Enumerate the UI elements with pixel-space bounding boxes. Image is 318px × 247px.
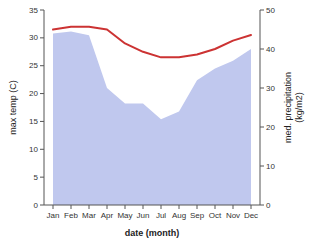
x-tick-label: Jul xyxy=(156,211,166,220)
x-tick-label: Oct xyxy=(209,211,222,220)
x-axis-line xyxy=(44,205,260,206)
x-tick xyxy=(143,205,144,209)
y-axis-label: max temp (C) xyxy=(8,80,18,135)
x-tick-label: May xyxy=(117,211,132,220)
y-tick xyxy=(40,121,44,122)
y2-tick-label: 10 xyxy=(266,162,275,171)
axes: 0 5 10 15 20 25 30 35 0 10 20 30 40 50 Jan Feb Mar AprMay… xyxy=(29,6,275,221)
x-tick xyxy=(53,205,54,209)
axis-labels: date (month) max temp (C) med. precipitati… xyxy=(8,72,304,238)
x-tick xyxy=(89,205,90,209)
y2-tick-label: 20 xyxy=(266,123,275,132)
left-axis-line xyxy=(44,10,45,205)
y2-tick xyxy=(260,166,264,167)
y2-tick xyxy=(260,88,264,89)
y2-axis-label-line: (kg/m2) xyxy=(294,92,304,123)
x-tick-label: Apr xyxy=(101,211,114,220)
x-tick xyxy=(125,205,126,209)
x-tick-label: Aug xyxy=(172,211,186,220)
x-tick xyxy=(161,205,162,209)
y2-axis-label-line: med. precipitation xyxy=(283,72,293,143)
chart-container: 0 5 10 15 20 25 30 35 0 10 20 30 40 50 Jan Feb Mar AprMay… xyxy=(0,0,318,247)
x-tick-label: Jun xyxy=(137,211,150,220)
y-tick-label: 10 xyxy=(29,145,38,154)
y-tick xyxy=(40,177,44,178)
x-tick xyxy=(251,205,252,209)
y-tick xyxy=(40,149,44,150)
x-tick xyxy=(179,205,180,209)
y2-tick xyxy=(260,10,264,11)
x-tick-label: Feb xyxy=(64,211,78,220)
x-tick-label: Jan xyxy=(47,211,60,220)
y2-tick-label: 30 xyxy=(266,84,275,93)
temperature-line xyxy=(53,27,251,58)
y-tick xyxy=(40,93,44,94)
y-tick-label: 20 xyxy=(29,89,38,98)
x-tick-label: Mar xyxy=(82,211,96,220)
x-tick xyxy=(107,205,108,209)
y-tick-label: 30 xyxy=(29,33,38,42)
y2-tick-label: 0 xyxy=(266,201,271,210)
right-axis-line xyxy=(260,10,261,205)
y2-tick xyxy=(260,49,264,50)
x-tick xyxy=(233,205,234,209)
precipitation-area xyxy=(53,31,251,205)
y2-axis-label: med. precipitation(kg/m2) xyxy=(283,72,304,143)
x-axis-label: date (month) xyxy=(125,228,180,238)
x-tick xyxy=(215,205,216,209)
y-tick-label: 25 xyxy=(29,61,38,70)
y2-tick-label: 50 xyxy=(266,6,275,15)
chart: 0 5 10 15 20 25 30 35 0 10 20 30 40 50 Jan Feb Mar AprMay… xyxy=(0,0,318,247)
x-tick-label: Nov xyxy=(226,211,240,220)
y-tick xyxy=(40,10,44,11)
x-tick xyxy=(197,205,198,209)
x-tick xyxy=(71,205,72,209)
y2-tick xyxy=(260,205,264,206)
y-tick-label: 35 xyxy=(29,6,38,15)
y-tick-label: 15 xyxy=(29,117,38,126)
y-tick xyxy=(40,65,44,66)
y2-tick xyxy=(260,127,264,128)
y-tick xyxy=(40,205,44,206)
y2-tick-label: 40 xyxy=(266,45,275,54)
x-tick-label: Dec xyxy=(244,211,258,220)
plot-area xyxy=(53,27,251,205)
y-tick-label: 5 xyxy=(34,173,39,182)
y-tick xyxy=(40,37,44,38)
y-tick-label: 0 xyxy=(34,201,39,210)
x-tick-label: Sep xyxy=(190,211,205,220)
